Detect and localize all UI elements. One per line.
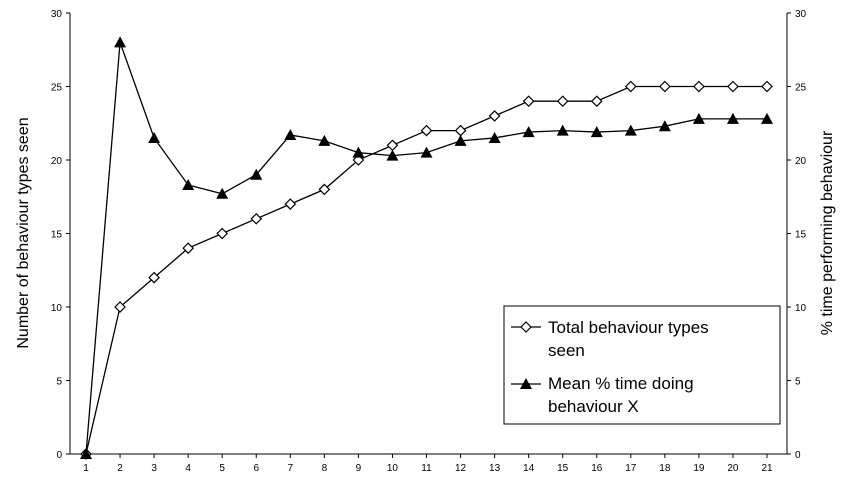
x-tick-label: 14 xyxy=(523,463,535,474)
legend-box xyxy=(503,305,781,425)
triangle-point xyxy=(420,146,433,158)
x-tick-label: 5 xyxy=(219,463,225,474)
x-tick-label: 10 xyxy=(387,463,399,474)
x-tick-label: 8 xyxy=(322,463,328,474)
y-left-tick-label: 0 xyxy=(56,450,62,461)
triangle-point xyxy=(114,36,127,48)
triangle-point xyxy=(318,134,331,146)
legend-label-total-2: seen xyxy=(548,341,585,360)
triangle-point xyxy=(148,131,161,143)
triangle-point xyxy=(80,448,92,459)
diamond-point xyxy=(488,110,501,122)
diamond-point xyxy=(693,80,705,93)
x-tick-label: 13 xyxy=(489,463,501,474)
diamond-point xyxy=(420,124,433,137)
diamond-point xyxy=(590,95,603,108)
x-tick-label: 1 xyxy=(83,463,89,474)
triangle-point xyxy=(182,178,195,190)
y-left-tick-label: 5 xyxy=(56,377,62,388)
diamond-point xyxy=(522,95,535,108)
triangle-point xyxy=(590,126,603,138)
y-left-tick-label: 10 xyxy=(51,303,63,314)
x-tick-label: 6 xyxy=(253,463,259,474)
x-tick-label: 7 xyxy=(288,463,294,474)
x-tick-label: 4 xyxy=(185,463,191,474)
diamond-point xyxy=(250,212,263,225)
triangle-point xyxy=(284,129,297,141)
x-tick-label: 20 xyxy=(727,463,739,474)
diamond-point xyxy=(761,80,773,93)
diamond-point xyxy=(148,271,160,284)
triangle-point xyxy=(454,134,467,146)
y-left-tick-label: 25 xyxy=(51,83,63,94)
y-right-tick-label: 30 xyxy=(795,9,807,20)
legend-label-total-1: Total behaviour types xyxy=(548,318,709,337)
y-right-tick-label: 10 xyxy=(795,303,807,314)
triangle-point xyxy=(761,112,773,124)
triangle-point xyxy=(624,124,637,136)
y-right-tick-label: 15 xyxy=(795,230,807,241)
diamond-point xyxy=(284,198,297,210)
triangle-point xyxy=(726,112,739,124)
x-tick-label: 21 xyxy=(761,463,773,474)
triangle-point xyxy=(556,124,569,136)
legend-label-mean-1: Mean % time doing xyxy=(548,374,694,393)
legend-triangle-marker xyxy=(520,378,532,389)
triangle-point xyxy=(216,187,229,199)
triangle-point xyxy=(386,149,399,161)
triangle-point xyxy=(522,126,535,138)
x-tick-label: 18 xyxy=(659,463,671,474)
diamond-point xyxy=(114,301,126,313)
series-markers xyxy=(80,36,773,460)
diamond-point xyxy=(318,183,331,196)
diamond-point xyxy=(386,139,399,152)
diamond-point xyxy=(216,227,229,240)
y-right-tick-label: 0 xyxy=(795,450,801,461)
x-tick-label: 16 xyxy=(591,463,603,474)
x-tick-label: 11 xyxy=(421,463,432,474)
y-left-tick-label: 20 xyxy=(51,156,63,167)
triangle-point xyxy=(352,146,365,158)
diamond-point xyxy=(659,80,671,93)
tick-label-group: 1 2 3 4 5 6 7 8 9 10 11 12 13 14 15 16 17 18 19 20 210510152… xyxy=(51,9,807,474)
x-tick-label: 15 xyxy=(557,463,569,474)
y-axis-left-title: Number of behaviour types seen xyxy=(15,117,32,348)
triangle-point xyxy=(658,120,671,132)
x-tick-label: 2 xyxy=(117,463,123,474)
legend-diamond-marker xyxy=(520,321,532,333)
x-tick-label: 9 xyxy=(356,463,362,474)
triangle-point xyxy=(692,112,705,124)
x-tick-label: 17 xyxy=(625,463,637,474)
y-right-tick-label: 25 xyxy=(795,83,807,94)
legend: Total behaviour types seen Mean % time d… xyxy=(503,305,781,425)
diamond-point xyxy=(454,124,467,137)
x-tick-label: 19 xyxy=(693,463,705,474)
diamond-point xyxy=(727,80,739,93)
triangle-point xyxy=(488,131,501,143)
y-right-tick-label: 20 xyxy=(795,156,807,167)
diamond-point xyxy=(624,80,637,93)
y-left-tick-label: 30 xyxy=(51,9,63,20)
diamond-point xyxy=(556,95,569,108)
y-right-tick-label: 5 xyxy=(795,377,801,388)
x-tick-label: 3 xyxy=(151,463,157,474)
x-tick-label: 12 xyxy=(455,463,467,474)
y-axis-right-title: % time performing behaviour xyxy=(819,130,836,335)
legend-label-mean-2: behaviour X xyxy=(548,397,639,416)
tick-group xyxy=(66,12,791,458)
diamond-point xyxy=(182,242,194,255)
y-left-tick-label: 15 xyxy=(51,230,63,241)
triangle-point xyxy=(250,168,263,180)
